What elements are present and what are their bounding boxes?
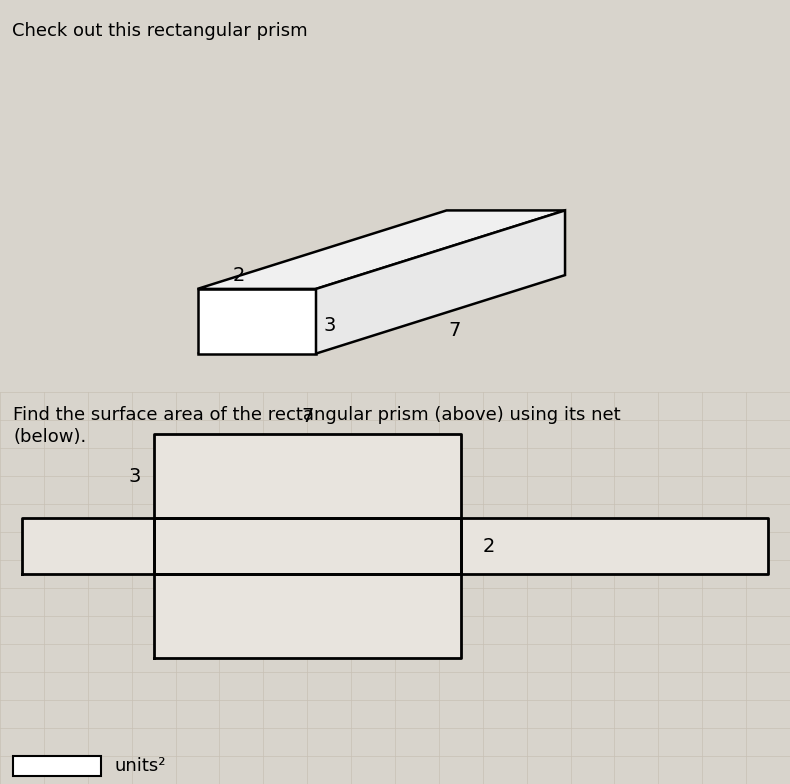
Text: Find the surface area of the rectangular prism (above) using its net: Find the surface area of the rectangular… xyxy=(13,406,621,424)
Polygon shape xyxy=(153,574,461,658)
Text: 3: 3 xyxy=(324,316,337,335)
Polygon shape xyxy=(153,434,461,518)
Text: 2: 2 xyxy=(483,536,495,556)
Text: 7: 7 xyxy=(301,407,314,426)
Text: units²: units² xyxy=(114,757,166,775)
Text: 3: 3 xyxy=(128,466,141,485)
Text: Check out this rectangular prism: Check out this rectangular prism xyxy=(12,21,307,39)
Polygon shape xyxy=(22,518,153,574)
Polygon shape xyxy=(13,756,101,775)
Text: (below).: (below). xyxy=(13,428,86,446)
Text: 7: 7 xyxy=(449,321,461,339)
Polygon shape xyxy=(461,518,768,574)
Polygon shape xyxy=(198,289,316,354)
Text: 2: 2 xyxy=(232,267,245,285)
Polygon shape xyxy=(153,518,461,574)
Polygon shape xyxy=(198,210,565,289)
Polygon shape xyxy=(316,210,565,354)
